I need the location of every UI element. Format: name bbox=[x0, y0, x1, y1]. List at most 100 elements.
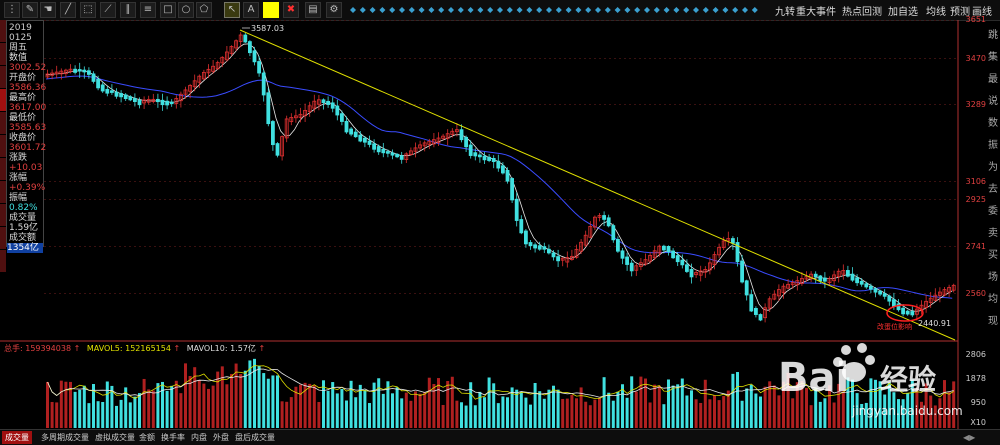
volume-bar bbox=[216, 371, 220, 428]
volume-total: 总手: 159394038 bbox=[4, 344, 72, 353]
left-tab[interactable] bbox=[0, 135, 6, 158]
volume-bar bbox=[860, 403, 864, 428]
volume-bar bbox=[524, 397, 528, 428]
toolbar-item-3[interactable]: 加自选 bbox=[888, 7, 918, 18]
toolbar-item-2[interactable]: 热点回测 bbox=[842, 7, 882, 18]
toolbar-item-6[interactable]: 画线 bbox=[972, 7, 992, 18]
left-tab[interactable] bbox=[0, 43, 6, 66]
left-tab[interactable] bbox=[0, 158, 6, 181]
candle-body bbox=[887, 295, 892, 302]
tab-amount[interactable]: 金额 bbox=[139, 433, 155, 442]
candle-body bbox=[905, 310, 910, 315]
tab-arrows-icon[interactable]: ◀▶ bbox=[963, 433, 976, 442]
candle-body bbox=[928, 297, 933, 303]
drag-handle-icon[interactable]: ⋮ bbox=[4, 2, 20, 18]
volume-tick: 950 bbox=[970, 398, 986, 407]
left-tab[interactable] bbox=[0, 250, 6, 273]
left-tab[interactable] bbox=[0, 66, 6, 89]
candle-body bbox=[54, 71, 59, 75]
ray-icon[interactable]: ⟋ bbox=[100, 2, 116, 18]
volume-bar bbox=[943, 380, 946, 428]
kline-chart[interactable]: 3587.03 2440.91 改蛋位影响 bbox=[0, 20, 1000, 430]
volume-bar bbox=[87, 403, 91, 428]
color-swatch-icon[interactable] bbox=[263, 2, 279, 18]
volume-bar bbox=[64, 381, 68, 428]
hand-icon[interactable]: ☚ bbox=[40, 2, 56, 18]
tab-multi-period-volume[interactable]: 多周期成交量 bbox=[41, 433, 89, 442]
volume-bar bbox=[372, 382, 376, 428]
volume-bar bbox=[492, 383, 496, 428]
volume-bar bbox=[395, 387, 399, 428]
volume-bar bbox=[450, 376, 454, 428]
right-info-char: 最 bbox=[988, 74, 998, 85]
candle-body bbox=[611, 225, 616, 241]
candle-body bbox=[924, 300, 928, 308]
volume-bar bbox=[483, 397, 486, 428]
volume-bar bbox=[625, 397, 629, 428]
event-diamond-icon bbox=[448, 7, 454, 13]
right-info-char: 振 bbox=[988, 140, 998, 151]
event-diamond-icon bbox=[595, 7, 601, 13]
volume-bar bbox=[386, 381, 390, 428]
toolbar-item-5[interactable]: 预测 bbox=[950, 7, 970, 18]
left-tab[interactable] bbox=[0, 112, 6, 135]
pen-icon[interactable]: ✎ bbox=[22, 2, 38, 18]
candle-body bbox=[537, 245, 542, 250]
candle-body bbox=[188, 85, 193, 92]
candle-body bbox=[777, 289, 781, 297]
toolbar-item-4[interactable]: 均线 bbox=[926, 7, 946, 18]
fibonacci-icon[interactable]: ≡ bbox=[140, 2, 156, 18]
volume-bar bbox=[855, 393, 859, 428]
candle-body bbox=[128, 96, 133, 101]
event-diamond-icon bbox=[663, 7, 670, 13]
event-diamond-icon bbox=[369, 7, 376, 13]
info-close-label: 收盘价 bbox=[9, 133, 37, 143]
polygon-icon[interactable]: ⬠ bbox=[196, 2, 212, 18]
ellipse-icon[interactable]: ○ bbox=[178, 2, 194, 18]
tab-inner[interactable]: 内盘 bbox=[191, 433, 207, 442]
left-tab-active[interactable] bbox=[0, 89, 6, 112]
candle-body bbox=[675, 255, 680, 263]
event-diamond-icon bbox=[438, 7, 445, 13]
volume-bar bbox=[685, 395, 689, 428]
candle-body bbox=[252, 50, 257, 63]
candle-body bbox=[524, 230, 528, 245]
volume-bar bbox=[795, 382, 799, 428]
candle-body bbox=[763, 307, 767, 319]
left-tab[interactable] bbox=[0, 20, 6, 43]
toolbar-item-0[interactable]: 九转 bbox=[775, 7, 795, 18]
tab-virtual-volume[interactable]: 虚拟成交量 bbox=[95, 433, 135, 442]
candle-body bbox=[836, 270, 841, 278]
volume-bar bbox=[257, 365, 261, 428]
tab-turnover[interactable]: 换手率 bbox=[161, 433, 185, 442]
rectangle-select-icon[interactable]: ⬚ bbox=[80, 2, 96, 18]
save-icon[interactable]: ▤ bbox=[305, 2, 321, 18]
left-tab[interactable] bbox=[0, 181, 6, 204]
event-diamond-icon bbox=[350, 7, 356, 13]
event-diamond-icon bbox=[565, 7, 572, 13]
settings-gear-icon[interactable]: ⚙ bbox=[326, 2, 342, 18]
tab-after-hours-volume[interactable]: 盘后成交量 bbox=[235, 433, 275, 442]
candle-body bbox=[500, 165, 505, 174]
square-icon[interactable]: □ bbox=[160, 2, 176, 18]
cursor-icon[interactable]: ↖ bbox=[224, 2, 240, 18]
left-tab[interactable] bbox=[0, 204, 6, 227]
left-tab[interactable] bbox=[0, 227, 6, 250]
tab-outer[interactable]: 外盘 bbox=[213, 433, 229, 442]
volume-bar bbox=[165, 390, 169, 428]
volume-bar bbox=[754, 393, 758, 428]
event-diamond-icon bbox=[536, 7, 543, 13]
volume-bar bbox=[381, 393, 385, 428]
toolbar-item-1[interactable]: 重大事件 bbox=[796, 7, 836, 18]
candle-body bbox=[243, 34, 248, 43]
event-diamond-icon bbox=[506, 7, 513, 13]
left-tab-strip bbox=[0, 20, 6, 280]
tab-volume[interactable]: 成交量 bbox=[2, 431, 32, 444]
candle-body bbox=[353, 131, 358, 138]
candle-body bbox=[579, 241, 583, 252]
delete-icon[interactable]: ✖ bbox=[283, 2, 299, 18]
volume-bar bbox=[910, 379, 914, 428]
line-icon[interactable]: ╱ bbox=[60, 2, 76, 18]
parallel-line-icon[interactable]: ∥ bbox=[120, 2, 136, 18]
text-icon[interactable]: A bbox=[243, 2, 259, 18]
